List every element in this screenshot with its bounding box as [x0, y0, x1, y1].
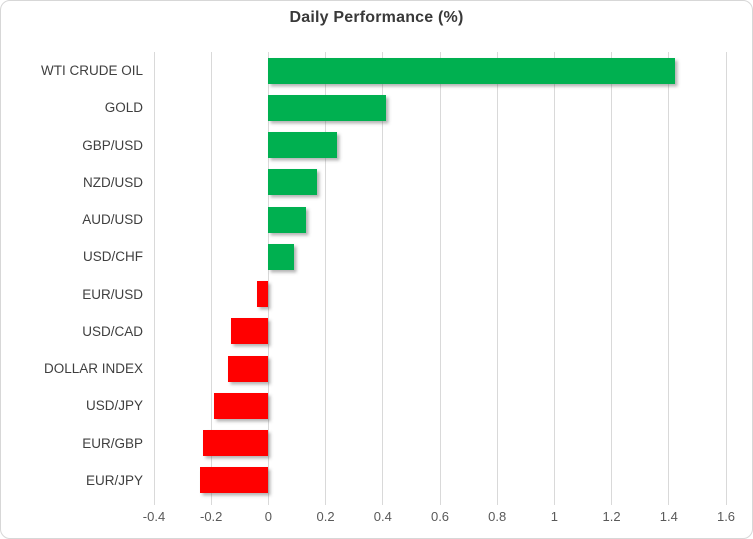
x-tick-label: -0.2 [199, 509, 223, 524]
category-label: USD/CAD [82, 323, 143, 339]
chart-title: Daily Performance (%) [289, 9, 464, 26]
x-tick-label: 0.6 [430, 509, 450, 524]
bar-eur-usd [256, 281, 269, 308]
bar-dollar-index [228, 355, 269, 382]
bar-usd-jpy [214, 392, 269, 419]
bar-wti-crude-oil [268, 57, 675, 84]
x-tick-label: 1.4 [659, 509, 678, 524]
plot-area [153, 52, 727, 505]
category-label: USD/CHF [83, 249, 143, 265]
bar-usd-chf [268, 243, 295, 270]
gridline [668, 52, 670, 505]
gridline [611, 52, 613, 505]
x-tick-label: 0.8 [488, 509, 507, 524]
bar-nzd-usd [268, 169, 317, 196]
bar-gold [268, 94, 386, 121]
category-label: WTI CRUDE OIL [40, 63, 143, 79]
x-tick-label: 1.2 [602, 509, 621, 524]
bar-eur-jpy [199, 467, 269, 494]
gridline [210, 52, 212, 505]
category-label: EUR/JPY [85, 472, 143, 488]
category-label: EUR/USD [82, 286, 143, 302]
category-axis: WTI CRUDE OIL GOLD GBP/USD NZD/USD AUD/USD US… [1, 52, 143, 499]
bar-aud-usd [268, 206, 306, 233]
bar-eur-gbp [202, 430, 269, 457]
gridline [725, 52, 727, 505]
category-label: GBP/USD [82, 137, 143, 153]
x-tick-label: 0.4 [373, 509, 392, 524]
x-tick-label: -0.4 [142, 509, 166, 524]
x-tick-label: 0.2 [316, 509, 335, 524]
x-tick-label: 1.6 [716, 509, 736, 524]
gridline [553, 52, 555, 505]
x-tick-label: 0 [264, 509, 273, 524]
category-label: GOLD [104, 100, 143, 116]
category-label: NZD/USD [83, 174, 143, 190]
x-axis: -0.4 -0.2 0 0.2 0.4 0.6 0.8 1 1.2 1.4 1.6 [143, 509, 735, 529]
gridline [267, 52, 269, 505]
gridline [382, 52, 384, 505]
gridline [153, 52, 155, 505]
gridline [439, 52, 441, 505]
gridline [325, 52, 327, 505]
category-label: DOLLAR INDEX [43, 361, 143, 377]
category-label: AUD/USD [82, 212, 143, 228]
bar-usd-cad [231, 318, 269, 345]
x-tick-label: 1 [550, 509, 559, 524]
category-label: USD/JPY [85, 398, 143, 414]
gridline [496, 52, 498, 505]
category-label: EUR/GBP [82, 435, 143, 451]
bar-gbp-usd [268, 132, 338, 159]
